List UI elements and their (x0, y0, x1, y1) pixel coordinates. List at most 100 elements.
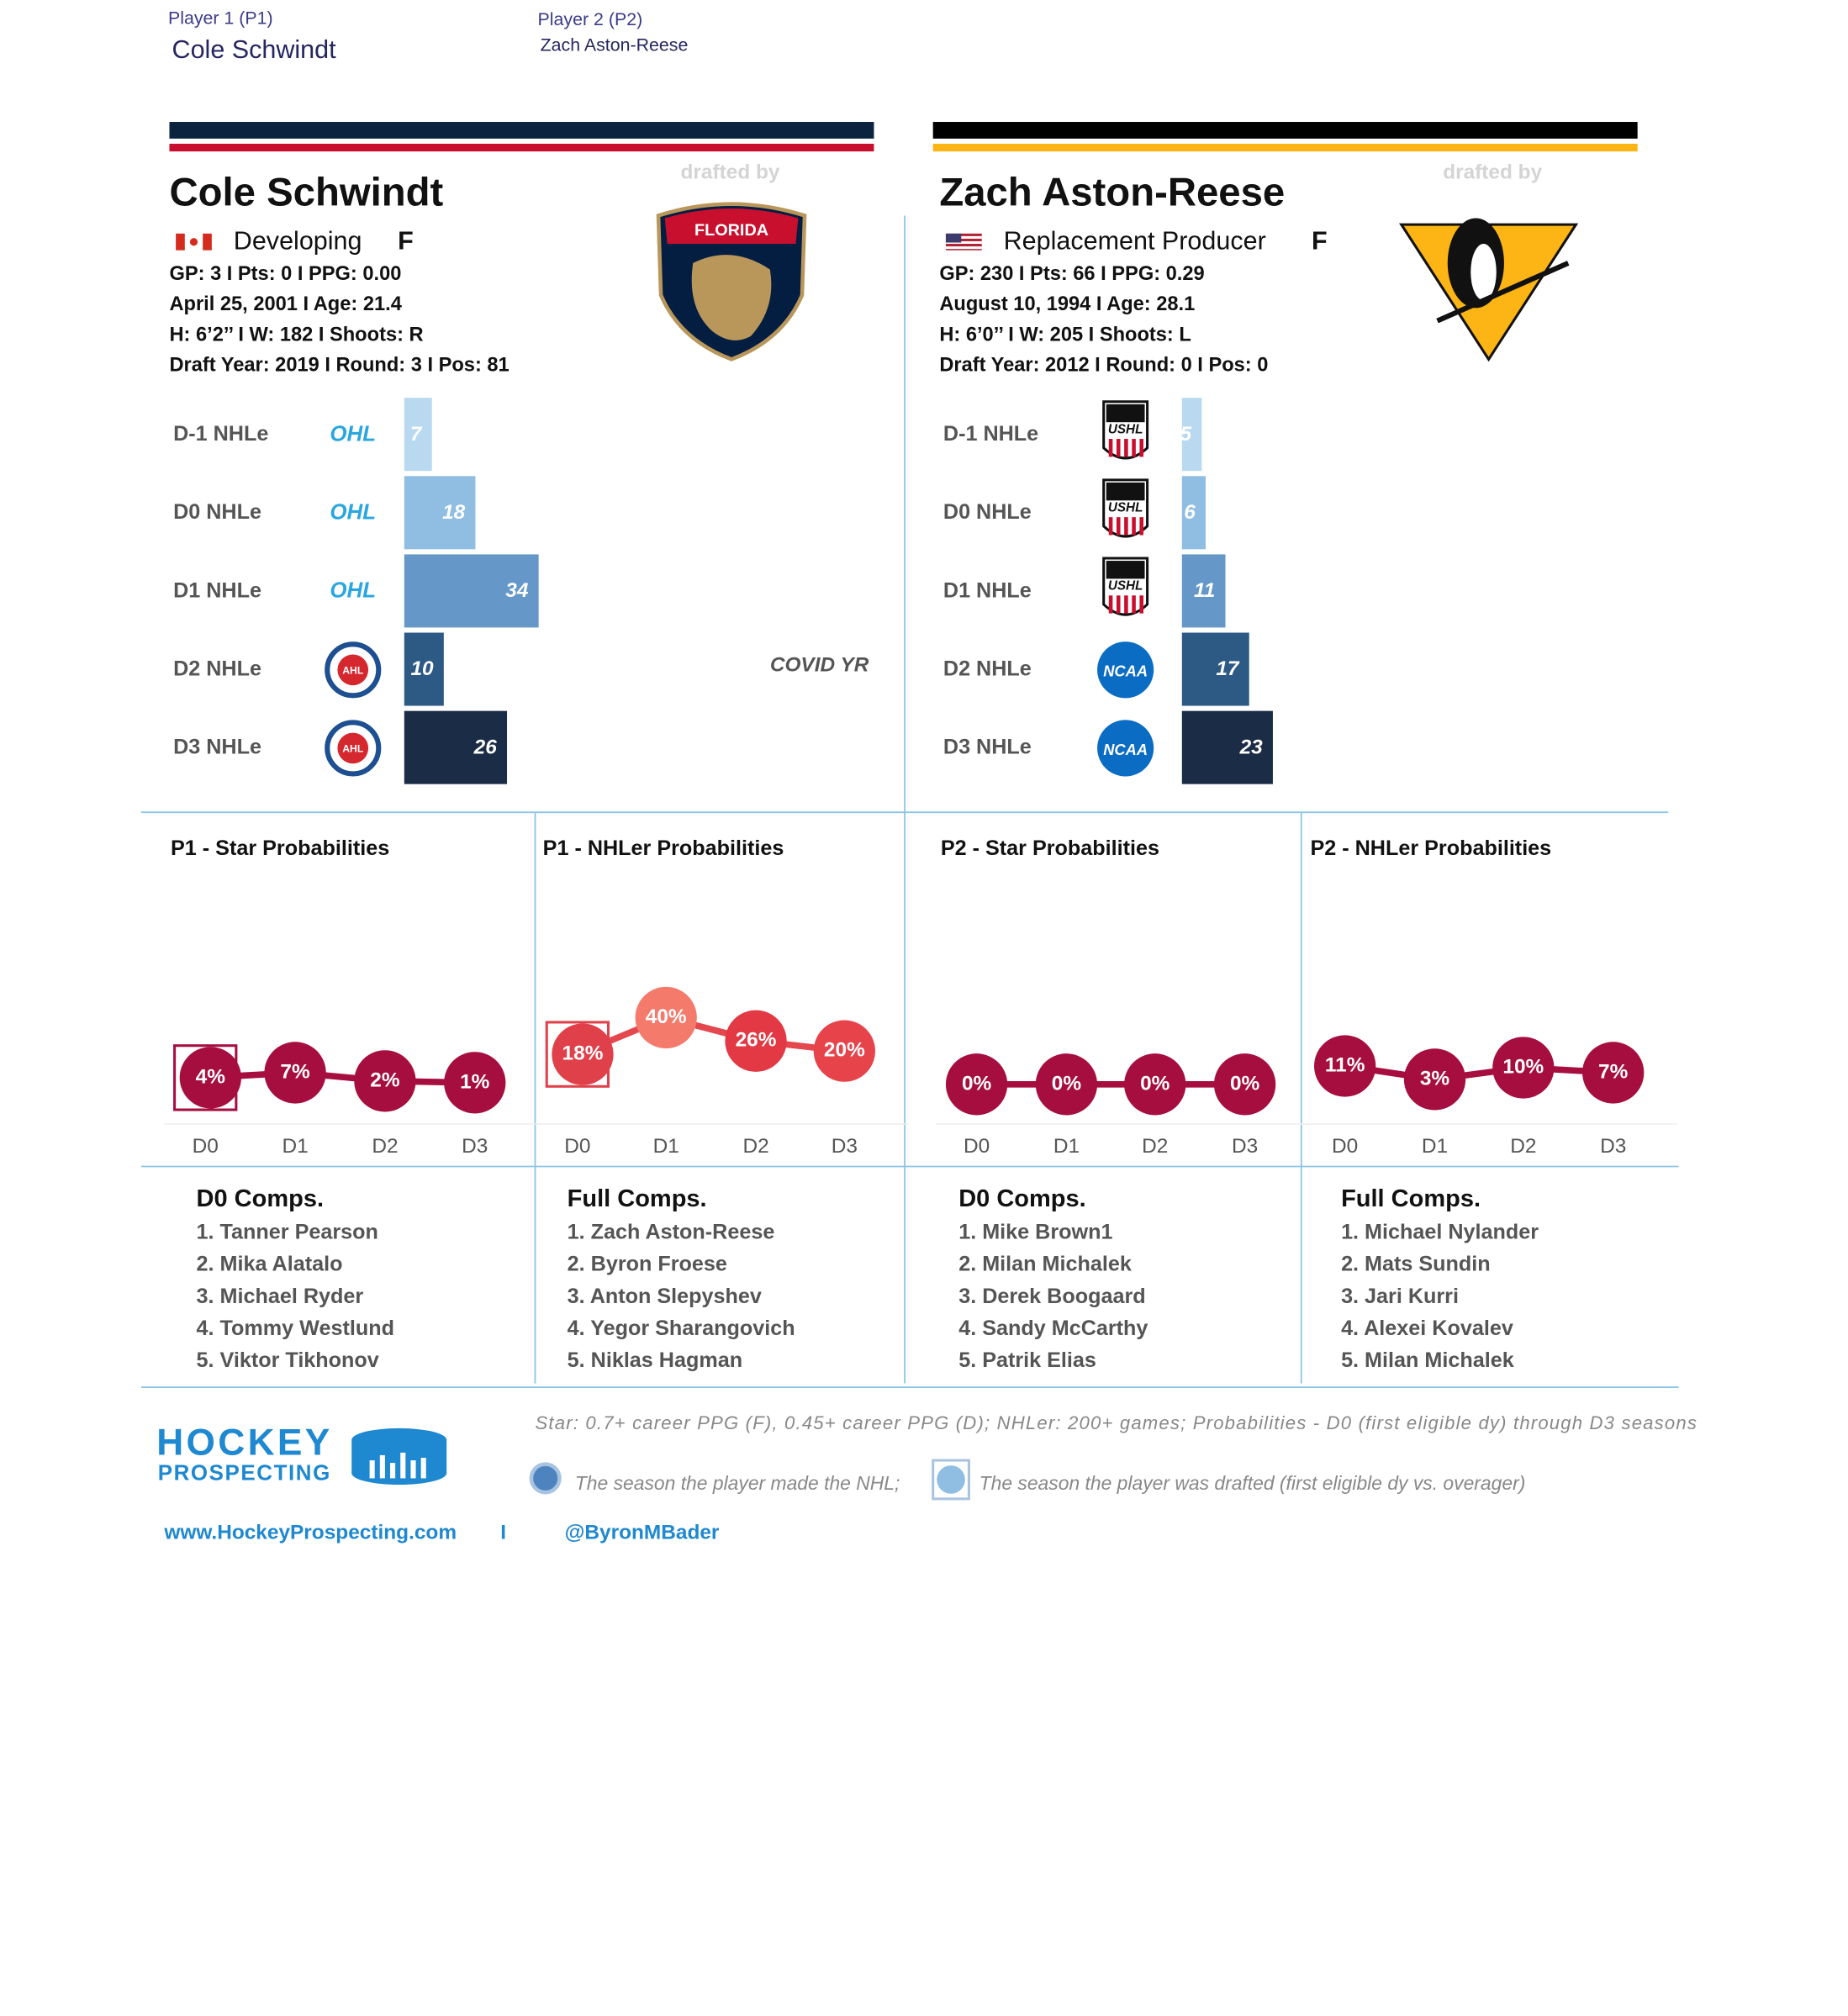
point-label: 10% (1502, 1055, 1544, 1078)
league-logo-band (1106, 404, 1145, 423)
category-label: D1 NHLe (943, 578, 1032, 602)
league-logo-stripe (1124, 517, 1128, 536)
league-logo: USHL (1108, 422, 1143, 436)
x-tick-label: D3 (832, 1135, 858, 1158)
league-logo-core (337, 732, 369, 764)
player-stat: Draft Year: 2019 I Round: 3 I Pos: 81 (169, 354, 509, 376)
chart-title: P1 - NHLer Probabilities (543, 836, 784, 860)
league-logo-disc (1097, 641, 1154, 699)
league-logo-stripe (1116, 517, 1121, 536)
flag (945, 233, 962, 243)
bar-value: 5 (1180, 423, 1192, 446)
puck-bar (410, 1460, 416, 1479)
league-logo: USHL (1108, 501, 1143, 515)
bar-value: 7 (410, 423, 423, 446)
puck-bar (400, 1452, 406, 1479)
bar-value: 23 (1239, 736, 1264, 758)
chart-title: P1 - Star Probabilities (171, 836, 389, 860)
selector-label: Player 1 (P1) (168, 8, 273, 29)
league-logo: AHL (342, 743, 364, 755)
category-label: D1 NHLe (173, 578, 261, 602)
note: Star: 0.7+ career PPG (F), 0.45+ career … (536, 1412, 1697, 1433)
comp-name: 2. Milan Michalek (958, 1253, 1133, 1276)
league-logo-stripe (1139, 439, 1144, 457)
x-tick-label: D2 (1510, 1135, 1536, 1158)
selector-label: Player 2 (P2) (538, 9, 643, 29)
legend-symbol (529, 1462, 562, 1495)
comps-title: D0 Comps. (197, 1185, 324, 1212)
brand-subtitle: PROSPECTING (158, 1462, 330, 1486)
league-logo: AHL (342, 665, 364, 677)
line (576, 1014, 845, 1058)
flag-usa (945, 233, 982, 251)
x-tick-label: D0 (964, 1135, 990, 1158)
category-label: D3 NHLe (943, 736, 1032, 759)
selector-value[interactable]: Zach Aston-Reese (541, 35, 689, 55)
x-tick-label: D0 (193, 1135, 219, 1158)
point (945, 1053, 1008, 1116)
brand-title: HOCKEY (156, 1422, 330, 1463)
team-bar (932, 122, 1638, 139)
comp-name: 2. Byron Froese (568, 1253, 727, 1276)
league-logo-stripe (1116, 595, 1121, 614)
bar-value: 34 (505, 579, 529, 602)
league-logo-stripe (1139, 517, 1144, 536)
league-logo-band (1106, 482, 1145, 501)
point (1492, 1037, 1555, 1099)
footer-link[interactable]: @ByronMBader (565, 1522, 720, 1544)
point-label: 7% (280, 1060, 310, 1083)
puck-bars (369, 1452, 426, 1479)
team-logo: FLORIDA (656, 202, 807, 362)
footer-link[interactable]: www.HockeyProspecting.com (163, 1522, 457, 1544)
player-position: F (398, 227, 414, 256)
x-tick-label: D1 (1053, 1135, 1080, 1158)
flag (945, 246, 982, 250)
comp-name: 4. Tommy Westlund (197, 1317, 394, 1340)
comp-name: 3. Derek Boogaard (958, 1285, 1145, 1308)
league-logo-core (337, 654, 369, 686)
flag (945, 240, 982, 245)
comp-name: 3. Jari Kurri (1341, 1285, 1459, 1308)
x-tick-label: D1 (282, 1135, 308, 1158)
flag (945, 235, 982, 239)
bar-value: 6 (1184, 501, 1196, 524)
puck-bar (369, 1460, 375, 1479)
puck (351, 1461, 447, 1486)
flag (176, 233, 185, 251)
league-logo: USHL (1108, 579, 1143, 594)
league-logo-stripe (1132, 439, 1136, 457)
comps-title: Full Comps. (568, 1185, 707, 1212)
team-bar (932, 143, 1638, 152)
player-status: Developing (234, 227, 362, 256)
flag (189, 238, 198, 246)
point-label: 1% (460, 1070, 490, 1093)
comp-name: 1. Tanner Pearson (197, 1221, 378, 1244)
league-logo-stripe (1132, 517, 1136, 536)
player-position: F (1312, 227, 1328, 256)
logo-panther (691, 255, 772, 340)
point-label: 2% (370, 1069, 400, 1091)
puck-bar (420, 1457, 426, 1479)
puck-bar (379, 1454, 385, 1479)
player-stat: GP: 230 I Pts: 66 I PPG: 0.29 (939, 263, 1204, 285)
point (813, 1020, 875, 1082)
comp-name: 4. Yegor Sharangovich (568, 1317, 795, 1340)
league-logo: OHL (330, 579, 376, 603)
bar (404, 632, 444, 706)
comp-name: 1. Michael Nylander (1341, 1221, 1539, 1244)
player-name: Zach Aston-Reese (939, 171, 1285, 215)
league-logo-disc (1097, 720, 1154, 777)
player-status: Replacement Producer (1004, 227, 1266, 256)
team-bar (169, 122, 874, 139)
league-logo: OHL (330, 500, 376, 524)
comp-name: 1. Mike Brown1 (958, 1221, 1112, 1244)
selector-value[interactable]: Cole Schwindt (172, 35, 337, 64)
point (179, 1047, 241, 1109)
league-logo-stripe (1108, 517, 1113, 536)
point (1124, 1053, 1186, 1116)
league-logo-stripe (1132, 595, 1136, 614)
player-stat: GP: 3 I Pts: 0 I PPG: 0.00 (169, 263, 401, 285)
line (205, 1069, 475, 1086)
bar-value: 26 (473, 736, 498, 758)
